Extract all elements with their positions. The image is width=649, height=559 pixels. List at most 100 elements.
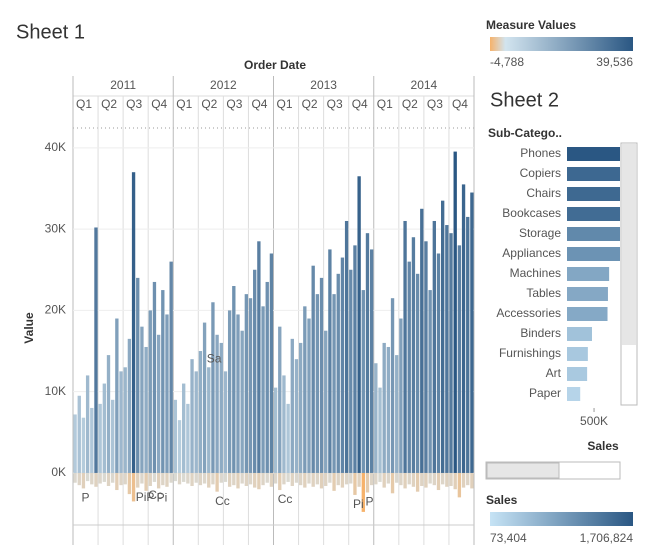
year-label: 2013 xyxy=(310,78,337,92)
bar xyxy=(148,310,152,473)
bar xyxy=(240,472,244,484)
bar xyxy=(286,403,290,473)
bar xyxy=(156,334,161,473)
bar xyxy=(227,310,232,473)
bar xyxy=(357,176,361,473)
x-tick-label: 500K xyxy=(580,414,608,428)
bar xyxy=(244,472,249,486)
quarter-label: Q4 xyxy=(352,97,368,111)
bar xyxy=(273,472,278,484)
bar xyxy=(319,472,324,489)
bar xyxy=(127,472,132,495)
bar xyxy=(298,342,303,473)
sheet1-title: Sheet 1 xyxy=(16,21,85,43)
bar xyxy=(81,417,86,473)
bar xyxy=(319,277,324,473)
bar xyxy=(111,399,115,473)
bar xyxy=(253,269,257,473)
bar xyxy=(307,472,311,484)
bar xyxy=(378,472,382,482)
bar xyxy=(445,472,449,487)
bar xyxy=(453,472,457,490)
quarter-label: Q1 xyxy=(377,97,393,111)
bar xyxy=(215,472,219,492)
quarter-label: Q3 xyxy=(126,97,142,111)
bar xyxy=(567,207,620,221)
bar xyxy=(369,472,374,486)
bar xyxy=(248,298,253,473)
bar xyxy=(466,216,470,473)
bar xyxy=(152,281,157,473)
bar xyxy=(457,472,462,498)
bar xyxy=(470,192,474,473)
bar xyxy=(441,472,445,485)
year-label: 2012 xyxy=(210,78,237,92)
bar xyxy=(207,472,211,488)
bar xyxy=(399,472,403,486)
legend-label: -4,788 xyxy=(490,55,524,69)
bar xyxy=(236,472,240,489)
bar xyxy=(353,245,357,473)
bar xyxy=(223,371,228,473)
bar xyxy=(436,472,441,491)
bar xyxy=(136,277,140,473)
bar xyxy=(215,334,219,473)
bar xyxy=(227,472,232,487)
bar xyxy=(315,472,320,485)
bar xyxy=(407,261,411,473)
legend-label: 39,536 xyxy=(596,55,633,69)
h-scrollbar-thumb[interactable] xyxy=(486,462,560,479)
bar xyxy=(282,375,286,473)
bar xyxy=(361,472,365,512)
bar xyxy=(386,472,391,484)
bar xyxy=(94,472,98,487)
category-label: Tables xyxy=(526,286,561,300)
bar xyxy=(198,351,203,473)
mark-label: Pi xyxy=(353,497,364,511)
quarter-label: Q3 xyxy=(226,97,242,111)
bar xyxy=(190,359,194,473)
bar xyxy=(123,367,127,473)
bar xyxy=(432,472,436,486)
bar xyxy=(286,472,290,482)
bar xyxy=(461,472,466,488)
bar xyxy=(311,472,315,487)
quarter-label: Q2 xyxy=(402,97,418,111)
bar xyxy=(307,318,311,473)
bar xyxy=(415,472,420,492)
bar xyxy=(115,472,119,491)
bar xyxy=(390,298,395,473)
bar xyxy=(161,290,165,473)
bar xyxy=(257,241,261,473)
category-label: Phones xyxy=(520,146,561,160)
bar xyxy=(278,326,282,473)
bar xyxy=(177,472,182,485)
bar xyxy=(194,472,198,483)
bar xyxy=(182,472,186,482)
mark-label: Cc xyxy=(215,494,230,508)
bar xyxy=(445,225,449,473)
bar xyxy=(336,472,340,486)
bar xyxy=(161,472,165,486)
bar xyxy=(186,403,190,473)
quarter-label: Q3 xyxy=(327,97,343,111)
bar xyxy=(567,227,620,241)
legend-title: Measure Values xyxy=(486,18,576,32)
legend-label: 1,706,824 xyxy=(580,531,634,545)
bar xyxy=(148,472,152,486)
bar xyxy=(420,208,424,473)
color-legend xyxy=(490,37,633,51)
bar xyxy=(169,472,173,483)
bar xyxy=(144,472,148,491)
bar xyxy=(140,326,144,473)
bar xyxy=(152,472,157,482)
bar xyxy=(298,472,303,486)
scrollbar-thumb[interactable] xyxy=(622,144,636,345)
year-label: 2011 xyxy=(110,78,136,92)
mark-label: Cc xyxy=(278,492,293,506)
bar xyxy=(332,472,336,491)
bar xyxy=(324,472,328,486)
bar xyxy=(269,253,274,473)
bar xyxy=(344,472,349,485)
bar xyxy=(382,472,386,488)
